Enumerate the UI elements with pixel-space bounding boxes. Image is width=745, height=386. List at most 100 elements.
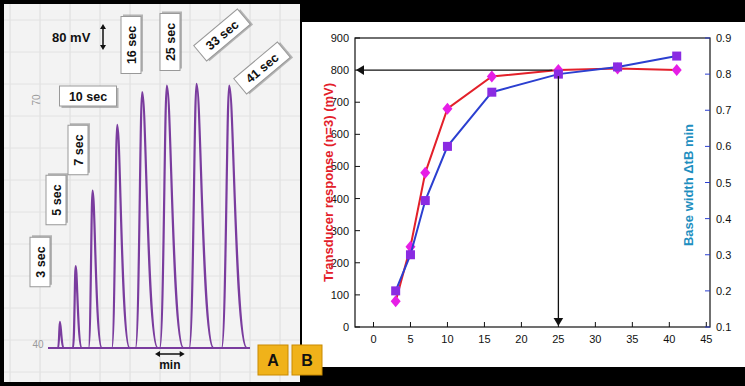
- scale-bar-head: [180, 351, 185, 357]
- paper-grid: [4, 372, 300, 373]
- y2-tick-label: 0.6: [716, 140, 731, 152]
- y2-tick-label: 0.8: [716, 68, 731, 80]
- label-box: [60, 86, 117, 106]
- paper-grid: [220, 4, 221, 382]
- guide-arrow-head: [356, 65, 364, 75]
- y2-tick: [705, 218, 710, 219]
- scale-label: min: [159, 358, 180, 372]
- y-tick-label: 100: [331, 289, 349, 301]
- plot-area: [48, 84, 250, 348]
- y2-tick: [705, 254, 710, 255]
- y2-tick: [705, 290, 710, 291]
- paper-label: 70: [31, 94, 42, 106]
- paper: [4, 4, 300, 382]
- panel-letter-text: B: [301, 352, 313, 369]
- x-tick-label: 45: [700, 333, 712, 345]
- label-box: [194, 9, 251, 61]
- paper-grid: [4, 116, 300, 117]
- label-box: [160, 14, 180, 71]
- guide-arrow: [363, 69, 552, 70]
- peak-label-text: 41 sec: [243, 51, 281, 86]
- peak-label-text: 10 sec: [69, 90, 107, 104]
- peak-label-text: 3 sec: [34, 246, 48, 277]
- y2-axis-label: Base width ΔtB min: [681, 124, 696, 246]
- x-tick: [521, 322, 522, 327]
- x-tick: [669, 322, 670, 327]
- y2-tick-label: 0.9: [716, 32, 731, 44]
- peak-label: 5 sec: [46, 173, 68, 225]
- y-axis-label: Transducer response (n=3) (mV): [321, 83, 336, 282]
- peak: [73, 266, 82, 348]
- panel-letter: A: [258, 345, 288, 375]
- x-tick-label: 5: [407, 333, 413, 345]
- marker-diamond: [442, 103, 452, 115]
- marker-square: [391, 286, 400, 295]
- y2-tick-label: 0.5: [716, 177, 731, 189]
- marker-diamond: [613, 63, 623, 75]
- y-tick: [355, 294, 360, 295]
- peak-label: 16 sec: [121, 15, 143, 74]
- peak-label: 25 sec: [160, 12, 182, 71]
- guide-arrow: [558, 76, 559, 319]
- panel-letter-box: [292, 345, 322, 375]
- peak-label-text: 5 sec: [50, 184, 64, 215]
- peak: [135, 92, 157, 348]
- y2-tick: [705, 110, 710, 111]
- label-box: [234, 42, 291, 94]
- x-tick: [484, 322, 485, 327]
- x-tick: [706, 322, 707, 327]
- paper-label: 40: [32, 339, 44, 350]
- y2-tick: [705, 74, 710, 75]
- marker-square: [443, 142, 452, 151]
- label-box: [121, 17, 141, 74]
- peak-label-text: 33 sec: [203, 18, 241, 53]
- scale-label: 80 mV: [52, 30, 91, 45]
- y-tick: [355, 327, 360, 328]
- marker-diamond: [672, 64, 682, 76]
- peak-label-text: 25 sec: [164, 23, 178, 61]
- x-tick-label: 15: [478, 333, 490, 345]
- y2-tick-label: 0.7: [716, 104, 731, 116]
- paper-grid: [70, 4, 71, 382]
- scale-bar: [102, 28, 104, 46]
- y2-tick-label: 0.2: [716, 285, 731, 297]
- panel-b: 0510152025303540450100200300400500600700…: [302, 22, 745, 367]
- scale-bar: [159, 353, 181, 355]
- peak-label: 33 sec: [194, 8, 253, 63]
- marker-square: [672, 52, 681, 61]
- marker-diamond: [487, 71, 497, 83]
- paper-grid: [100, 4, 101, 382]
- peak-label: 7 sec: [68, 123, 90, 175]
- x-tick-label: 35: [626, 333, 638, 345]
- x-tick-label: 0: [370, 333, 376, 345]
- paper-grid: [40, 4, 41, 382]
- peak: [189, 84, 213, 348]
- x-tick-label: 20: [515, 333, 527, 345]
- panel-letter-box: [258, 345, 288, 375]
- x-tick-label: 40: [663, 333, 675, 345]
- peak-label: 10 sec: [60, 86, 119, 108]
- paper-grid: [250, 4, 251, 382]
- guide-arrow-head: [554, 318, 564, 326]
- panel-letter-text: A: [267, 352, 279, 369]
- series-line: [396, 56, 677, 291]
- x-tick: [373, 322, 374, 327]
- y-tick: [355, 38, 360, 39]
- y-tick: [355, 166, 360, 167]
- y2-tick-label: 0.1: [716, 321, 731, 333]
- scale-bar-head: [155, 351, 160, 357]
- y-tick-label: 0: [343, 321, 349, 333]
- x-tick: [410, 322, 411, 327]
- peak: [112, 125, 130, 348]
- plot-area: [391, 52, 682, 308]
- y2-tick: [705, 146, 710, 147]
- marker-square: [421, 196, 430, 205]
- panel-bg: [302, 22, 745, 367]
- background: [0, 0, 745, 386]
- panel-a: 70 40 3 sec 5 sec 7 sec 10 sec 16 sec 25 sec 33 …: [4, 4, 300, 382]
- peak-label-text: 7 sec: [72, 134, 86, 165]
- peak-label-text: 16 sec: [125, 26, 139, 64]
- y-tick: [355, 134, 360, 135]
- peak-label: 41 sec: [234, 41, 293, 96]
- label-box: [30, 237, 50, 287]
